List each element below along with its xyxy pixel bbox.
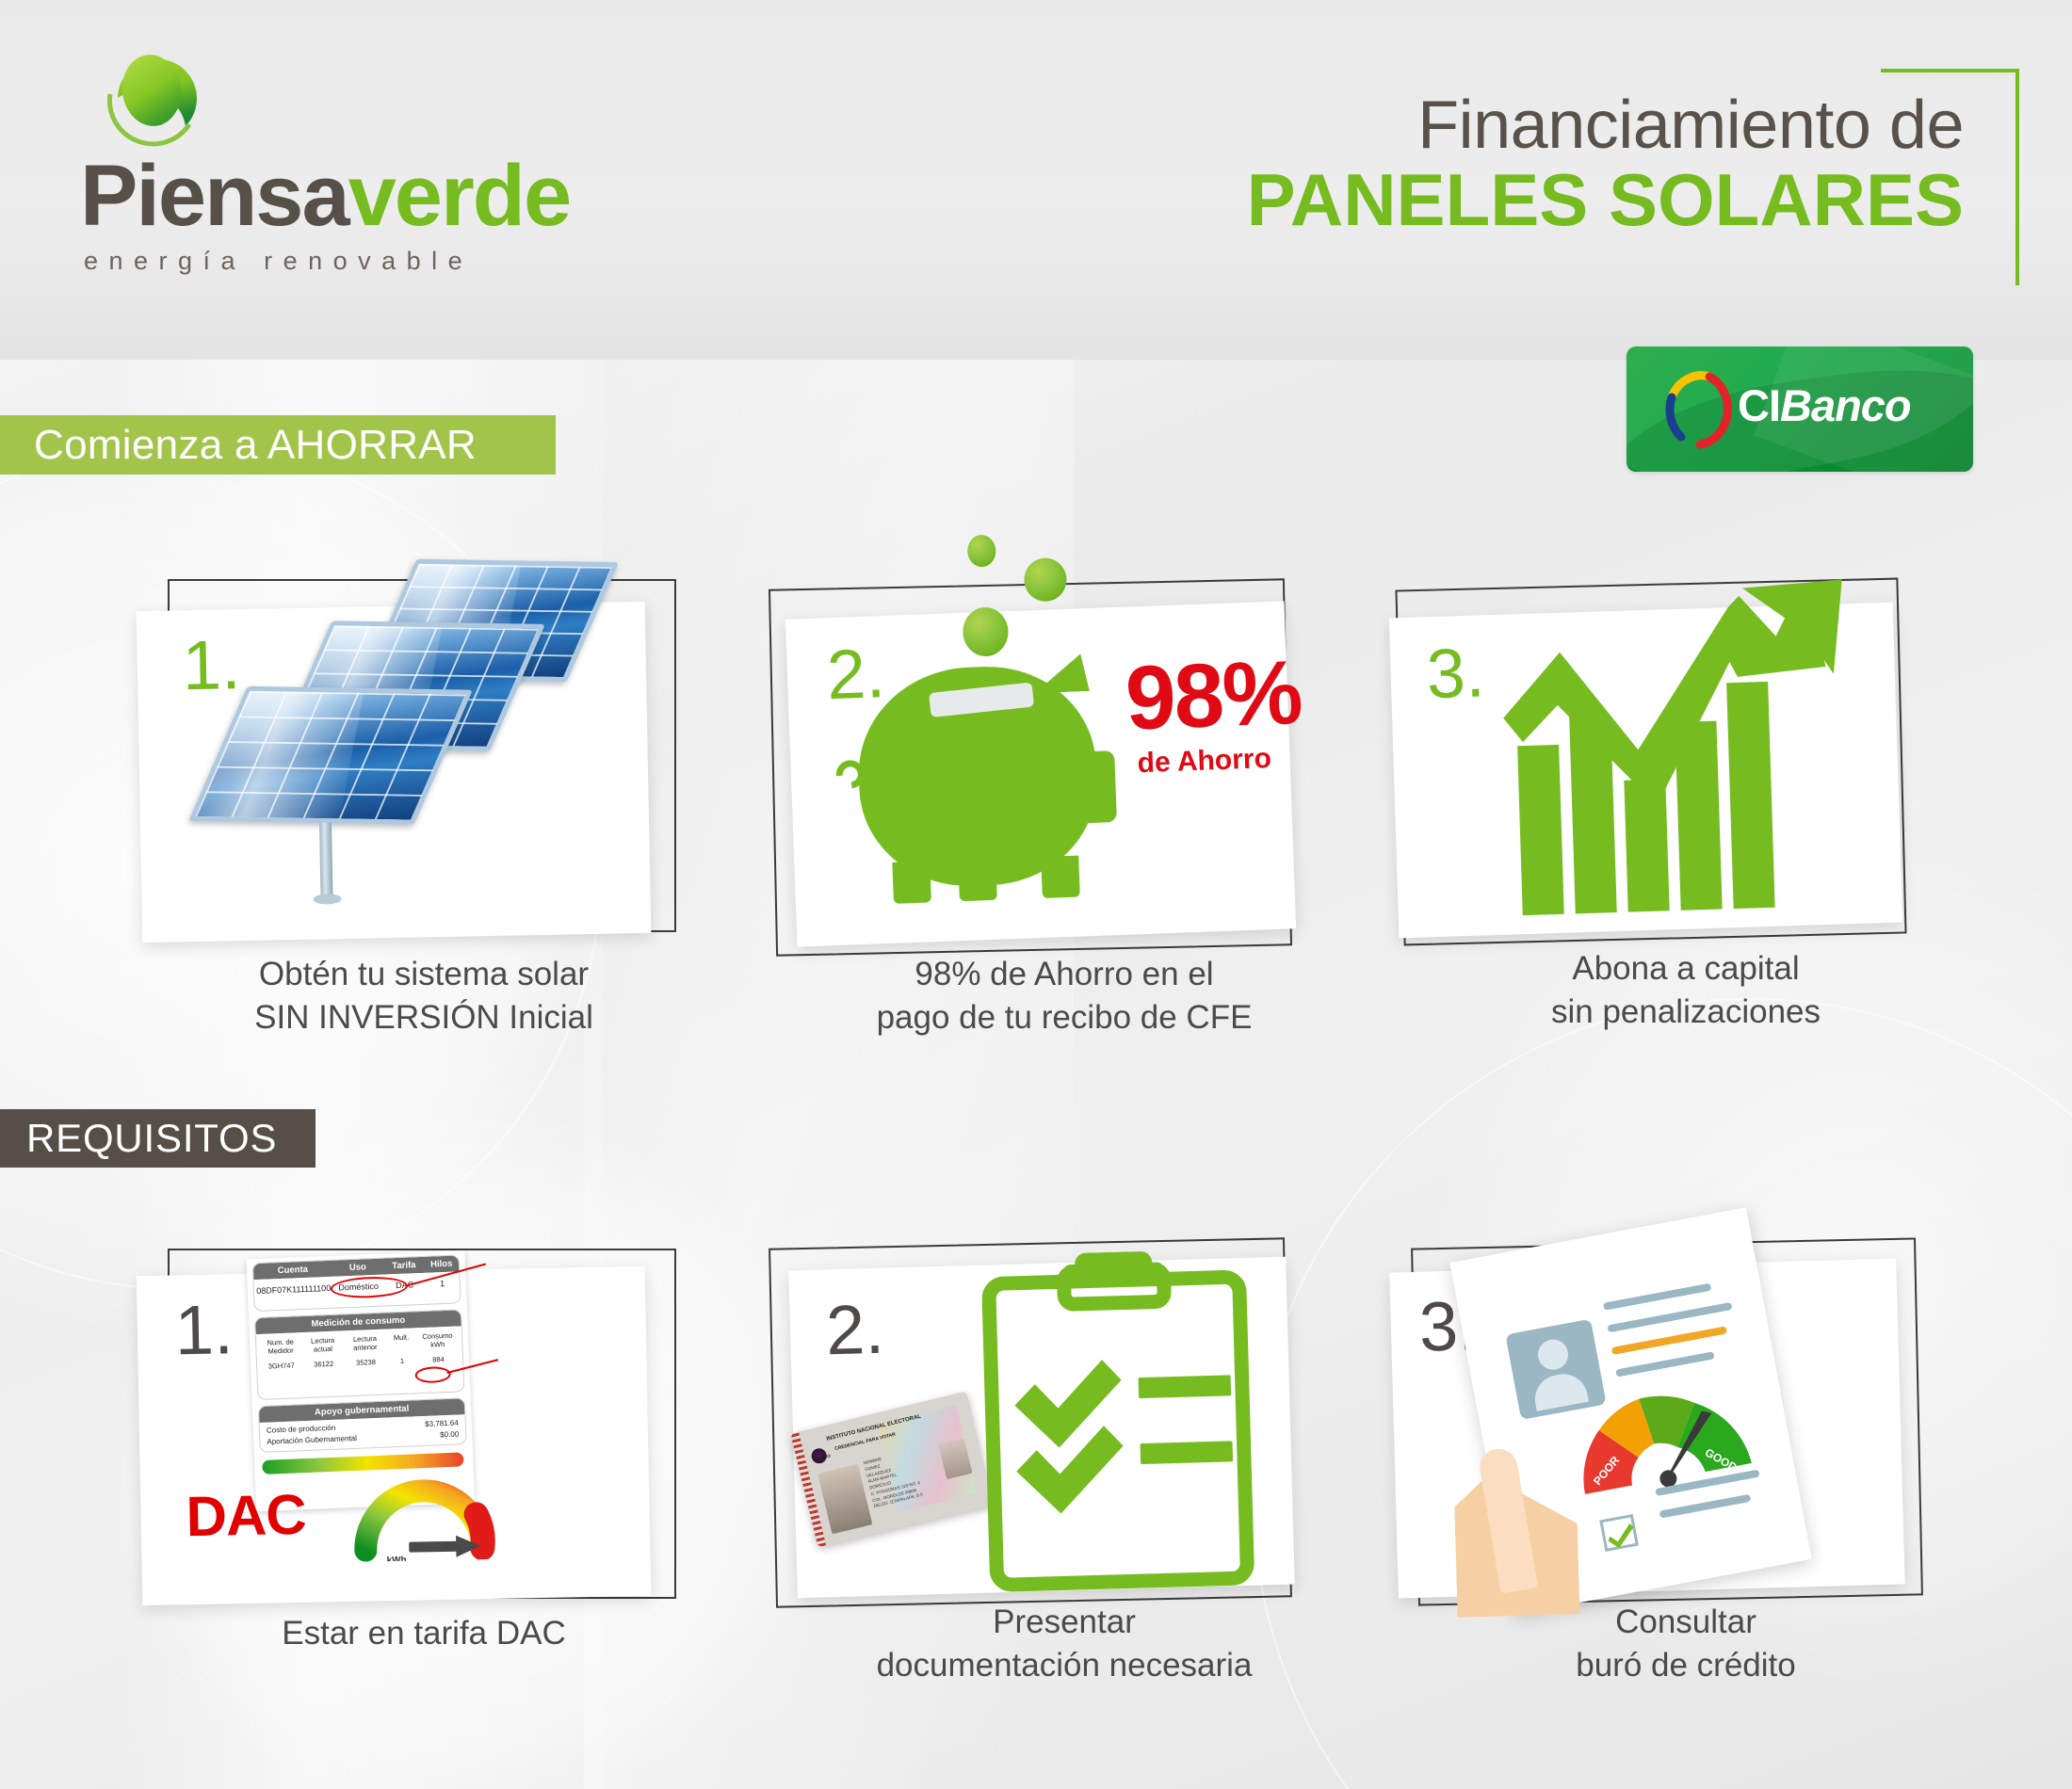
savings-badge-sub: de Ahorro (1137, 743, 1272, 780)
card-photo-panel: 3. (1388, 579, 1903, 939)
card-caption: Consultar buró de crédito (1394, 1601, 1978, 1687)
card-photo-panel: 2. INSTITUTO NACIONAL ELECTORAL CREDENCI… (788, 1250, 1295, 1599)
bill-header-uso: Uso (348, 1262, 367, 1274)
page-title-line2: PANELES SOLARES (1246, 158, 1964, 242)
piggy-leg-2 (958, 858, 997, 902)
benefit-card-solar[interactable]: 1. Obtén tu sistema solar SIN INVERSIÓN … (132, 556, 716, 1045)
report-checkbox (1599, 1513, 1639, 1552)
coin-icon-3 (962, 606, 1010, 657)
bill-apoyo-value-2: $0.00 (440, 1429, 460, 1440)
card-number: 3. (1425, 633, 1486, 714)
growth-chart-icon (1492, 575, 1860, 926)
section-banner-ahorrar: Comienza a AHORRAR (0, 415, 556, 475)
coin-icon-1 (966, 534, 996, 568)
card-photo-panel: 1. Cuenta Uso Tarifa Hilos 08DF07K111111… (136, 1250, 652, 1606)
card-caption-line1: Consultar (1615, 1604, 1756, 1640)
card-caption-line1: Estar en tarifa DAC (282, 1615, 566, 1652)
section-banner-requisitos: REQUISITOS (0, 1109, 316, 1168)
card-caption-line2: documentación necesaria (876, 1647, 1253, 1684)
benefit-card-savings[interactable]: 2. 98% de Ahorro 98% de Ahorro en el pag… (768, 527, 1356, 1055)
voter-id-card: INSTITUTO NACIONAL ELECTORAL CREDENCIAL … (790, 1391, 995, 1548)
benefit-card-growth[interactable]: 3. Abona a capital sin penalizaciones (1388, 546, 1978, 1055)
leaf-circle-icon (99, 45, 212, 158)
card-caption: Obtén tu sistema solar SIN INVERSIÓN Ini… (132, 953, 716, 1040)
bill-consumo-v2: 36122 (313, 1359, 334, 1369)
piggy-leg-1 (892, 861, 931, 904)
cibanco-text-banco: Banco (1780, 380, 1912, 430)
requirement-card-credit[interactable]: 3. POOR GOOD (1389, 1205, 1978, 1751)
gauge-unit-label: kWh (386, 1555, 406, 1562)
bill-consumo-v3: 35238 (355, 1357, 377, 1367)
card-caption: Estar en tarifa DAC (132, 1612, 716, 1655)
bill-apoyo-value-1: $3,781.64 (424, 1418, 459, 1428)
bill-section-consumo: Medición de consumo Num. de Medidor Lect… (254, 1309, 465, 1401)
solar-pole-base-front (313, 894, 342, 905)
card-caption-line1: 98% de Ahorro en el (915, 956, 1214, 992)
card-caption-line2: SIN INVERSIÓN Inicial (254, 999, 593, 1037)
bill-consumo-h2: Lectura actual (310, 1335, 335, 1355)
card-caption: Presentar documentación necesaria (772, 1601, 1356, 1687)
card-caption-line1: Presentar (993, 1604, 1136, 1640)
card-photo-panel: 3. POOR GOOD (1389, 1207, 1905, 1599)
logo-tagline: energía renovable (84, 247, 474, 275)
card-number: 1. (174, 1290, 235, 1370)
bill-header-hilos: Hilos (429, 1258, 453, 1270)
card-caption-line1: Obtén tu sistema solar (258, 956, 590, 992)
cibanco-mark-icon (1653, 367, 1734, 452)
report-text-line-5 (1659, 1493, 1752, 1519)
bill-header-tarifa: Tarifa (392, 1260, 416, 1272)
card-number: 2. (824, 1289, 885, 1370)
piggy-snout-icon (1073, 750, 1117, 824)
page-title: Financiamiento de PANELES SOLARES (1246, 88, 1965, 242)
savings-badge-value: 98% (1124, 641, 1303, 749)
card-number: 2. (825, 634, 887, 715)
id-portrait-photo (817, 1463, 873, 1535)
bill-apoyo-label-2: Aportación Gubernamental (267, 1433, 358, 1446)
card-caption: Abona a capital sin penalizaciones (1394, 947, 1978, 1034)
bill-value-cuenta: 08DF07K111111100 (255, 1282, 332, 1297)
clipboard-checklist-icon (977, 1249, 1259, 1604)
bill-consumo-h5: Consumo kWh (422, 1330, 453, 1350)
bill-consumo-v4: 1 (399, 1356, 405, 1365)
credit-report-sheet: POOR GOOD (1449, 1207, 1812, 1615)
piggy-leg-3 (1041, 855, 1080, 899)
bill-header-cuenta: Cuenta (277, 1264, 309, 1277)
bill-consumo-h4: Mult. (393, 1332, 410, 1343)
cibanco-text-ci: CI (1738, 380, 1781, 430)
requirement-card-documents[interactable]: 2. INSTITUTO NACIONAL ELECTORAL CREDENCI… (769, 1205, 1356, 1751)
cibanco-wordmark: CIBanco (1738, 379, 1912, 431)
card-photo-panel: 1. (136, 558, 652, 943)
report-text-line-1 (1602, 1282, 1712, 1311)
logo-wordmark: Piensaverde (80, 153, 607, 239)
card-photo-panel: 2. 98% de Ahorro (785, 534, 1303, 947)
card-caption: 98% de Ahorro en el pago de tu recibo de… (772, 953, 1356, 1040)
card-caption-line1: Abona a capital (1572, 950, 1800, 987)
card-caption-line2: pago de tu recibo de CFE (876, 999, 1253, 1037)
bill-consumo-h1: Num. de Medidor (267, 1337, 295, 1356)
card-caption-line2: buró de crédito (1576, 1647, 1796, 1684)
logo-text-verde: verde (348, 148, 572, 244)
bill-section-apoyo: Apoyo gubernamental Costo de producción … (257, 1397, 467, 1454)
solar-panel-front (188, 685, 474, 825)
report-text-line-highlight (1611, 1326, 1728, 1356)
cibanco-logo-badge: CIBanco (1627, 347, 1973, 472)
background-top-strip (0, 0, 2072, 360)
bill-consumo-v1: 3GH747 (267, 1361, 295, 1371)
card-number: 1. (181, 625, 242, 705)
dac-label: DAC (185, 1482, 307, 1549)
card-caption-line2: sin penalizaciones (1550, 993, 1821, 1031)
requirement-card-dac[interactable]: 1. Cuenta Uso Tarifa Hilos 08DF07K111111… (132, 1224, 716, 1751)
logo-text-piensa: Piensa (80, 148, 350, 244)
dac-gauge-icon: kWh (345, 1456, 516, 1566)
solar-pole-front (319, 822, 333, 900)
brand-logo: Piensaverde energía renovable (80, 45, 607, 276)
bill-consumo-h3: Lectura anterior (352, 1333, 378, 1353)
page-title-line1: Financiamiento de (1417, 88, 1964, 163)
corner-bracket-decoration (1881, 69, 2019, 285)
bill-consumo-v5: 884 (432, 1354, 445, 1364)
